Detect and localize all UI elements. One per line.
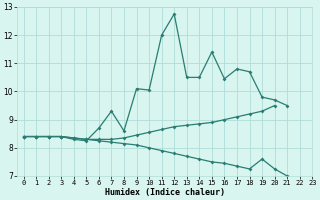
X-axis label: Humidex (Indice chaleur): Humidex (Indice chaleur) <box>105 188 225 197</box>
